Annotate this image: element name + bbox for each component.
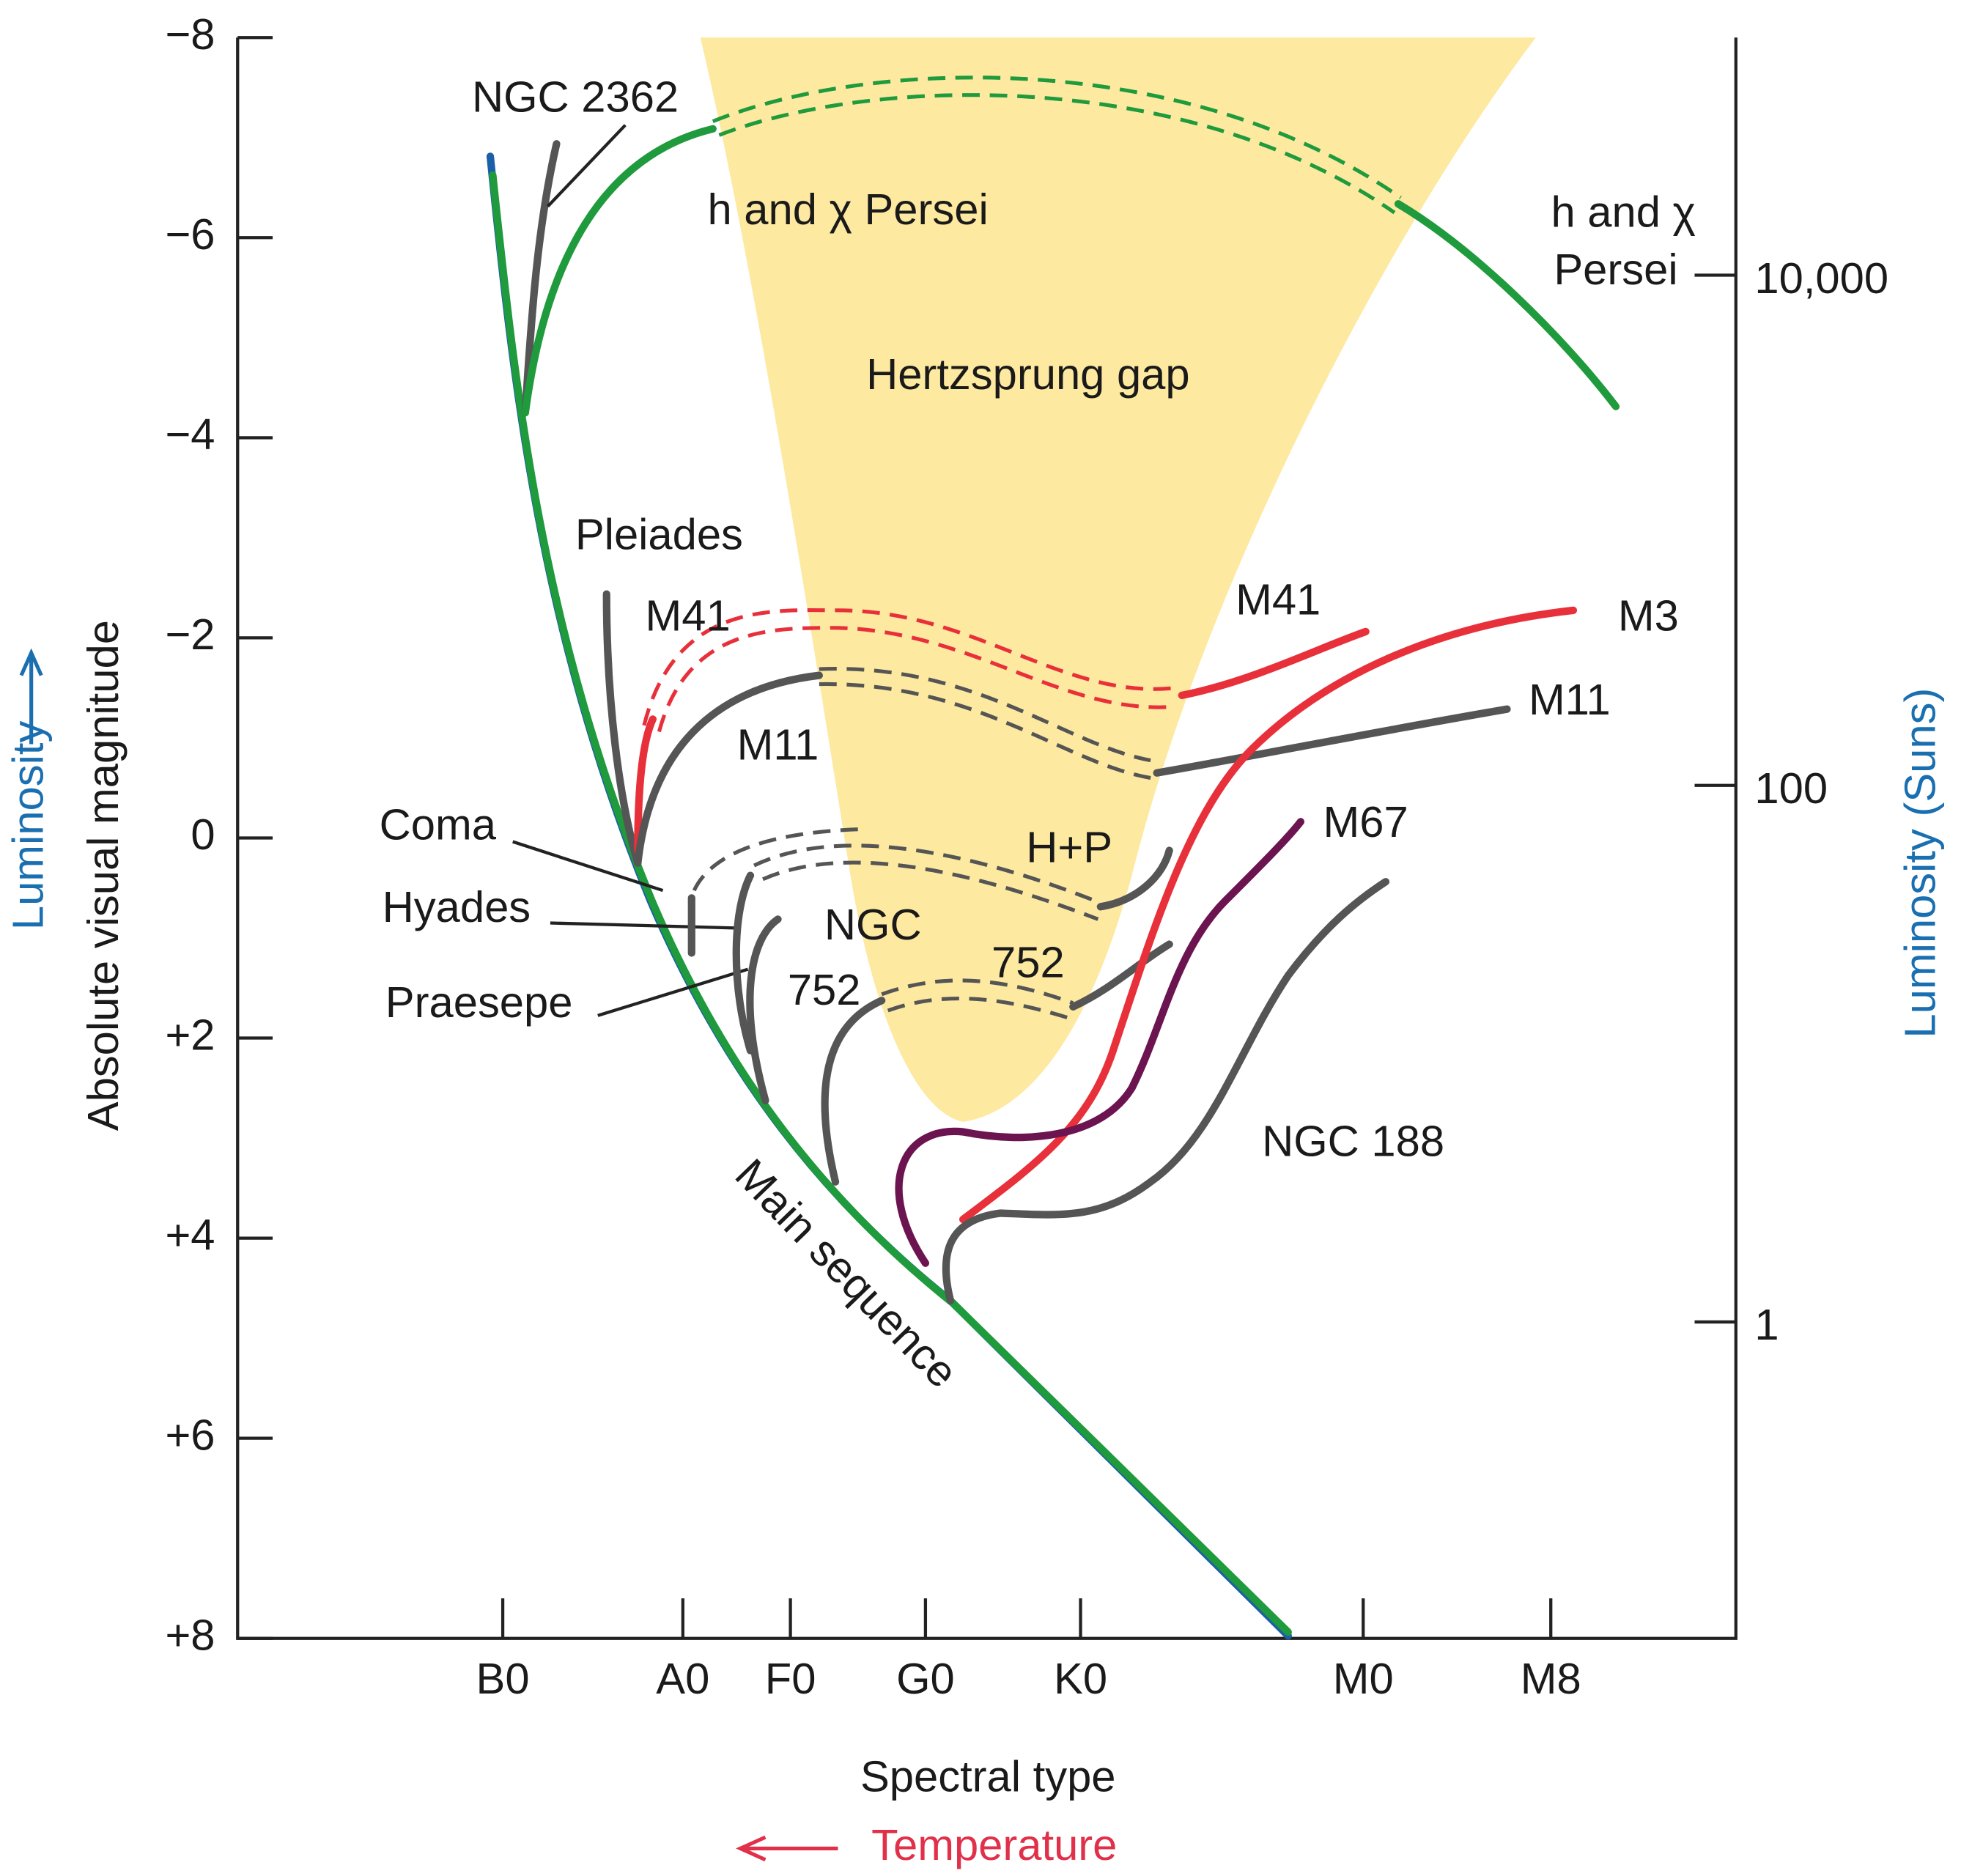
cluster-label: M3: [1618, 591, 1679, 640]
cluster-label: 752: [991, 937, 1065, 986]
bottom-tick-label: K0: [1054, 1654, 1107, 1703]
left-axis-label: Absolute visual magnitude: [78, 620, 128, 1131]
bottom-tick-label: B0: [476, 1654, 530, 1703]
left-tick-label: +2: [165, 1010, 215, 1059]
hertzsprung-gap: [700, 37, 1536, 1122]
cluster-label: Pleiades: [575, 510, 743, 559]
cluster-label: NGC 188: [1262, 1116, 1444, 1165]
luminosity-label: Luminosity: [3, 721, 52, 931]
bottom-axis-label: Spectral type: [860, 1751, 1116, 1801]
cluster-label: Praesepe: [385, 978, 573, 1027]
left-tick-label: +8: [165, 1610, 215, 1659]
bottom-tick-label: A0: [656, 1654, 709, 1703]
cluster-label: Hyades: [383, 882, 531, 931]
cluster-label: M41: [1236, 575, 1321, 624]
cluster-label: NGC: [824, 900, 922, 949]
left-tick-label: +6: [165, 1410, 215, 1459]
left-tick-label: −6: [165, 210, 215, 259]
bottom-tick-label: M8: [1521, 1654, 1581, 1703]
cluster-label: Persei: [1554, 245, 1677, 294]
left-tick-label: −2: [165, 610, 215, 659]
temperature-label: Temperature: [871, 1820, 1117, 1869]
right-tick-label: 1: [1754, 1300, 1779, 1349]
left-tick-label: −8: [165, 10, 215, 59]
cluster-label: h and χ: [1551, 187, 1696, 236]
cluster-label: Coma: [380, 800, 497, 849]
cluster-label: NGC 2362: [472, 72, 679, 121]
right-tick-label: 100: [1754, 764, 1828, 813]
cluster-label: M67: [1323, 797, 1408, 846]
cluster-label: H+P: [1026, 822, 1112, 871]
cluster-label: M11: [737, 720, 819, 769]
left-tick-label: 0: [191, 810, 215, 859]
right-tick-label: 10,000: [1754, 254, 1888, 303]
left-tick-label: −4: [165, 410, 215, 459]
bottom-tick-label: M0: [1333, 1654, 1394, 1703]
luminosity-arrow: [19, 648, 43, 745]
cluster-label: h and χ Persei: [707, 185, 988, 234]
curves: [486, 75, 1620, 1640]
gap-label: Hertzsprung gap: [866, 350, 1190, 399]
right-axis-label: Luminosity (Suns): [1896, 688, 1945, 1038]
temperature-arrow: [736, 1835, 838, 1862]
cluster-label: 752: [788, 965, 861, 1014]
left-tick-label: +4: [165, 1210, 215, 1259]
main-sequence-label: Main sequence: [726, 1150, 968, 1397]
cluster-label: M41: [646, 591, 731, 640]
cluster-label: M11: [1529, 675, 1611, 724]
bottom-tick-label: G0: [896, 1654, 955, 1703]
bottom-tick-label: F0: [765, 1654, 816, 1703]
